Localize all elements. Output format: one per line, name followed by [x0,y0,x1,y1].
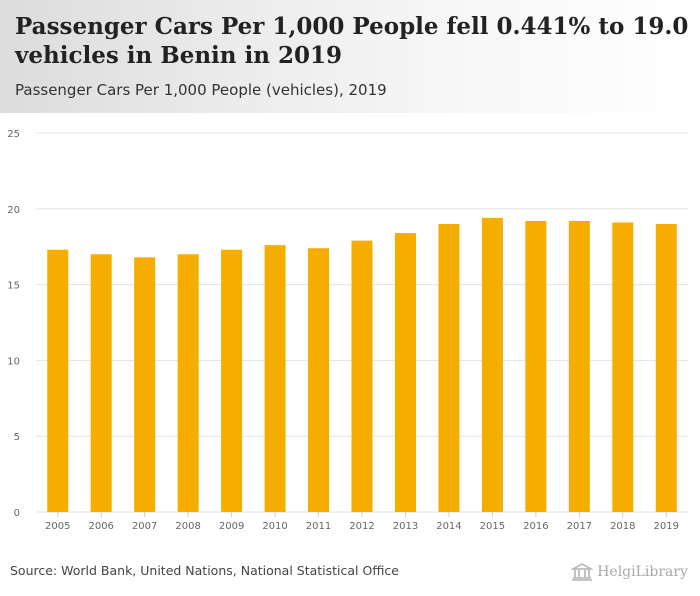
y-tick-label: 10 [7,356,20,367]
y-tick-label: 5 [14,432,20,443]
x-tick-label: 2011 [306,521,331,532]
library-building-icon [571,563,594,581]
x-tick-label: 2008 [175,521,200,532]
source-note: Source: World Bank, United Nations, Nati… [10,563,399,578]
x-tick-label: 2010 [262,521,287,532]
y-tick-label: 0 [14,508,20,519]
y-tick-label: 15 [7,281,20,292]
logo-text: HelgiLibrary [597,564,688,580]
bar [394,233,416,512]
helgi-library-logo: HelgiLibrary [571,560,688,584]
x-tick-label: 2015 [480,521,505,532]
bar [308,248,330,512]
bar [481,217,503,512]
bar [134,257,156,512]
chart-headline: Passenger Cars Per 1,000 People fell 0.4… [15,13,689,69]
x-tick-label: 2016 [523,521,548,532]
bar [264,245,286,512]
x-tick-label: 2019 [654,521,679,532]
bar [221,249,243,512]
x-tick-label: 2017 [567,521,592,532]
bar [177,254,199,512]
bar [655,223,677,512]
x-tick-label: 2005 [45,521,70,532]
x-tick-label: 2009 [219,521,244,532]
bar [351,240,373,513]
bar [525,220,547,512]
x-tick-label: 2007 [132,521,157,532]
y-tick-label: 20 [7,205,20,216]
chart-subtitle: Passenger Cars Per 1,000 People (vehicle… [15,81,387,99]
x-tick-label: 2006 [88,521,113,532]
bar-chart: 0 5 10 15 20 25 2005 2006 2007 2008 2009 2010 2011 20… [7,129,688,532]
bar [438,223,460,512]
bar [568,220,590,512]
x-tick-label: 2018 [610,521,635,532]
bar [90,254,112,512]
y-tick-label: 25 [7,129,20,140]
x-tick-label: 2013 [393,521,418,532]
bar [612,222,634,512]
header-banner: Passenger Cars Per 1,000 People fell 0.4… [0,0,700,113]
bar [47,249,69,512]
x-tick-label: 2014 [436,521,461,532]
x-tick-label: 2012 [349,521,374,532]
